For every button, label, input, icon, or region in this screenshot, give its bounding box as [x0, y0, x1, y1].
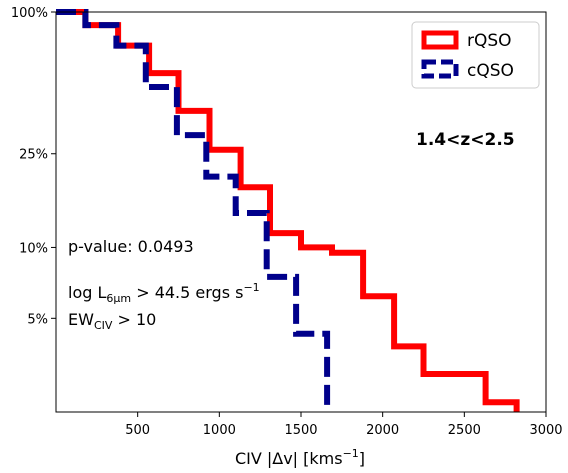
- pvalue-annotation: p-value: 0.0493: [68, 237, 194, 256]
- x-axis-label-sup: −1: [343, 447, 359, 460]
- y-tick-label: 10%: [19, 241, 48, 256]
- luminosity-annotation: log L6μm > 44.5 ergs s−1: [68, 281, 260, 305]
- x-axis: 500 1000 1500 2000 2500 3000: [125, 412, 563, 438]
- x-axis-label: CIV |Δv| [kms−1]: [235, 447, 365, 468]
- x-axis-label-close: ]: [359, 449, 365, 468]
- legend: rQSO cQSO: [411, 21, 540, 89]
- x-tick-label: 3000: [529, 423, 562, 438]
- legend-swatch-cqso: [421, 59, 459, 79]
- x-tick-label: 2000: [366, 423, 399, 438]
- x-tick-label: 1500: [284, 423, 317, 438]
- series-line-cqso: [56, 9, 331, 412]
- series-layer: [56, 9, 520, 412]
- legend-swatch-rqso: [421, 30, 459, 50]
- x-tick-label: 500: [125, 423, 150, 438]
- redshift-annotation: 1.4<z<2.5: [416, 130, 515, 150]
- y-tick-label: 25%: [19, 148, 48, 163]
- luminosity-sub: 6μm: [106, 292, 131, 305]
- ew-annotation: EWCIV > 10: [68, 310, 156, 332]
- ew-sub: CIV: [94, 319, 113, 332]
- x-tick-label: 2500: [448, 423, 481, 438]
- luminosity-suffix: > 44.5 ergs s: [131, 283, 243, 302]
- legend-label-cqso: cQSO: [467, 61, 514, 81]
- legend-box: [411, 21, 540, 89]
- ew-suffix: > 10: [112, 310, 156, 329]
- luminosity-sup: −1: [243, 281, 259, 294]
- y-tick-label: 100%: [11, 6, 48, 21]
- legend-label-rqso: rQSO: [467, 31, 512, 51]
- y-axis: 100% 25% 10% 5%: [11, 6, 56, 327]
- y-tick-label: 5%: [27, 312, 48, 327]
- x-tick-label: 1000: [203, 423, 236, 438]
